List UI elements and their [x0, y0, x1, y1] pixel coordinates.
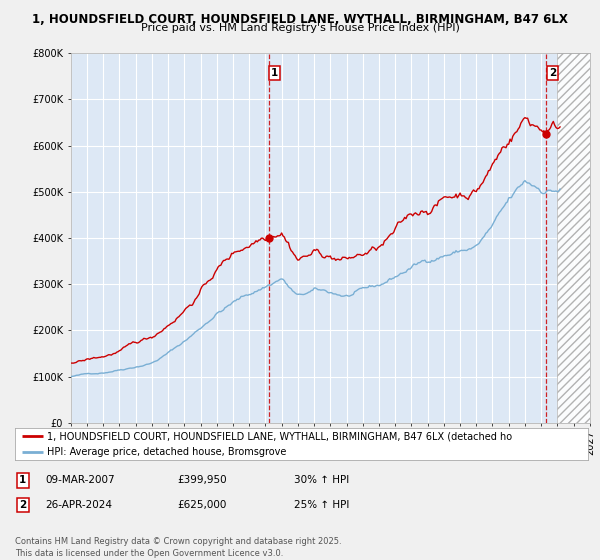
Bar [557, 53, 590, 423]
Text: Contains HM Land Registry data © Crown copyright and database right 2025.
This d: Contains HM Land Registry data © Crown c… [15, 537, 341, 558]
Text: 26-APR-2024: 26-APR-2024 [45, 500, 112, 510]
Text: 1: 1 [271, 68, 278, 78]
Text: Price paid vs. HM Land Registry's House Price Index (HPI): Price paid vs. HM Land Registry's House … [140, 23, 460, 33]
Text: 2: 2 [549, 68, 556, 78]
Text: HPI: Average price, detached house, Bromsgrove: HPI: Average price, detached house, Brom… [47, 447, 286, 457]
Text: 1: 1 [19, 475, 26, 486]
Text: 30% ↑ HPI: 30% ↑ HPI [294, 475, 349, 486]
Text: 2: 2 [19, 500, 26, 510]
Text: 09-MAR-2007: 09-MAR-2007 [45, 475, 115, 486]
Text: £399,950: £399,950 [177, 475, 227, 486]
Text: £625,000: £625,000 [177, 500, 226, 510]
Text: 25% ↑ HPI: 25% ↑ HPI [294, 500, 349, 510]
Text: 1, HOUNDSFIELD COURT, HOUNDSFIELD LANE, WYTHALL, BIRMINGHAM, B47 6LX: 1, HOUNDSFIELD COURT, HOUNDSFIELD LANE, … [32, 13, 568, 26]
Text: 1, HOUNDSFIELD COURT, HOUNDSFIELD LANE, WYTHALL, BIRMINGHAM, B47 6LX (detached h: 1, HOUNDSFIELD COURT, HOUNDSFIELD LANE, … [47, 431, 512, 441]
